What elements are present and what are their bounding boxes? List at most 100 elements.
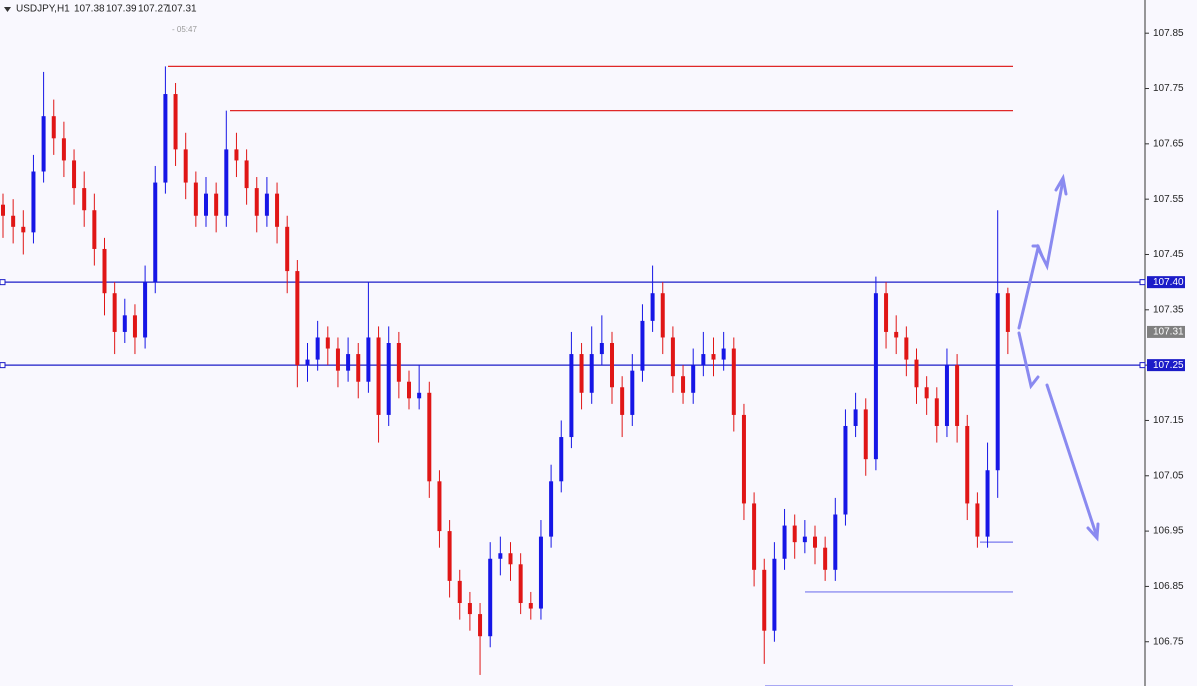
candle-body bbox=[61, 138, 66, 161]
candle-body bbox=[549, 481, 554, 537]
header-open: 107.38 bbox=[74, 4, 105, 15]
level-price-box bbox=[1147, 276, 1185, 289]
candle-body bbox=[853, 409, 858, 426]
candle-body bbox=[457, 580, 462, 604]
candle-body bbox=[538, 536, 543, 609]
candle-body bbox=[599, 343, 604, 355]
level-handle bbox=[0, 279, 6, 286]
candle-body bbox=[244, 160, 249, 189]
candle-body bbox=[752, 503, 757, 570]
level-handle bbox=[1139, 362, 1146, 369]
candle-body bbox=[143, 282, 148, 338]
y-tick-label: 107.45 bbox=[1153, 249, 1184, 260]
candle-body bbox=[518, 564, 523, 604]
candle-body bbox=[122, 315, 127, 332]
candle-body bbox=[51, 116, 56, 139]
candle-body bbox=[995, 293, 1000, 471]
candle-body bbox=[275, 193, 280, 227]
arrow-head bbox=[1054, 173, 1068, 196]
candle-body bbox=[264, 193, 269, 216]
candle-body bbox=[163, 94, 168, 183]
candle-body bbox=[569, 354, 574, 438]
candle-body bbox=[731, 348, 736, 415]
candle-body bbox=[741, 414, 746, 504]
header-close: 107.31 bbox=[166, 4, 197, 15]
candle-body bbox=[691, 365, 696, 393]
candle-body bbox=[965, 425, 970, 504]
candle-body bbox=[975, 503, 980, 537]
candle-body bbox=[112, 293, 117, 332]
candle-body bbox=[153, 182, 158, 283]
candle-body bbox=[823, 547, 828, 570]
candle-body bbox=[417, 392, 422, 399]
y-tick-label: 107.85 bbox=[1153, 28, 1184, 39]
candle-body bbox=[396, 343, 401, 382]
forecast-arrows bbox=[1017, 173, 1100, 542]
candle-body bbox=[762, 569, 767, 631]
header-high: 107.39 bbox=[106, 4, 137, 15]
down-arrow bbox=[1045, 383, 1099, 539]
candle-body bbox=[1005, 293, 1010, 332]
candle-body bbox=[21, 226, 26, 233]
candle-body bbox=[11, 215, 16, 227]
candle-body bbox=[498, 553, 503, 559]
candle-body bbox=[437, 481, 442, 532]
candle-body bbox=[285, 226, 290, 272]
candle-body bbox=[173, 94, 178, 150]
candle-body bbox=[528, 603, 533, 609]
candle-body bbox=[41, 116, 46, 172]
candle-body bbox=[640, 320, 645, 371]
candle-body bbox=[884, 293, 889, 332]
candle-body bbox=[802, 536, 807, 543]
candle-body bbox=[193, 182, 198, 216]
candle-body bbox=[620, 387, 625, 415]
arrow-head bbox=[1031, 244, 1044, 258]
candle-body bbox=[944, 365, 949, 426]
candle-body bbox=[31, 171, 36, 233]
level-price-label: 107.25 bbox=[1153, 360, 1184, 371]
candle-body bbox=[833, 514, 838, 570]
candle-body bbox=[630, 370, 635, 415]
candle-body bbox=[934, 398, 939, 426]
candle-body bbox=[508, 553, 513, 565]
candle-body bbox=[701, 354, 706, 366]
symbol: USDJPY,H1 bbox=[16, 4, 70, 15]
bar-timer: - 05:47 bbox=[172, 25, 197, 34]
header-low: 107.27 bbox=[138, 4, 169, 15]
candle-body bbox=[478, 614, 483, 637]
candle-body bbox=[904, 337, 909, 360]
down-arrow bbox=[1017, 331, 1040, 390]
y-tick-label: 107.05 bbox=[1153, 470, 1184, 481]
candle-body bbox=[721, 348, 726, 360]
y-tick-label: 107.35 bbox=[1153, 304, 1184, 315]
y-tick-label: 107.15 bbox=[1153, 415, 1184, 426]
candle-body bbox=[204, 193, 208, 216]
candle-body bbox=[346, 354, 351, 371]
candle-body bbox=[376, 337, 381, 415]
price-axis: 107.85 107.75 107.65 107.55 107.45 107.35 107.… bbox=[1145, 28, 1185, 647]
candle-body bbox=[894, 331, 899, 338]
candle-body bbox=[305, 359, 310, 366]
level-handle bbox=[0, 362, 6, 369]
current-price-label: 107.31 bbox=[1153, 327, 1184, 338]
y-tick-label: 107.75 bbox=[1153, 83, 1184, 94]
candle-body bbox=[681, 376, 686, 393]
candle-body bbox=[772, 558, 777, 631]
current-price-box bbox=[1147, 325, 1185, 338]
candle-body bbox=[92, 210, 97, 249]
candle-body bbox=[610, 343, 614, 388]
y-tick-label: 106.75 bbox=[1153, 636, 1184, 647]
candle-body bbox=[132, 315, 137, 338]
candle-body bbox=[72, 160, 77, 189]
menu-triangle[interactable] bbox=[4, 7, 11, 12]
candle-body bbox=[650, 293, 655, 321]
candle-body bbox=[224, 149, 229, 216]
candle-body bbox=[914, 359, 919, 388]
candle-body bbox=[792, 525, 797, 543]
candle-body bbox=[407, 381, 411, 399]
candle-body bbox=[873, 293, 878, 460]
candle-body bbox=[670, 337, 675, 377]
candle-body bbox=[315, 337, 320, 360]
y-tick-label: 107.65 bbox=[1153, 138, 1184, 149]
